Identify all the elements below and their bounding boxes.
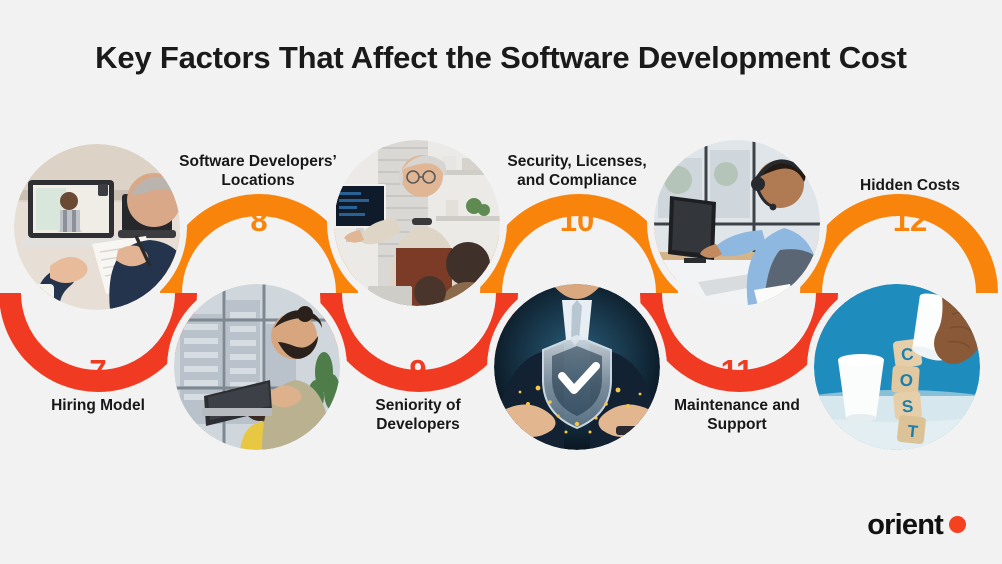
step-number-12: 12 bbox=[892, 203, 928, 238]
step-label-hidden-costs: Hidden Costs bbox=[860, 177, 960, 194]
photo-security-shield bbox=[494, 284, 660, 450]
page-title: Key Factors That Affect the Software Dev… bbox=[95, 40, 907, 75]
photo-cost-blocks: C O S T bbox=[814, 284, 980, 450]
cost-letter-o: O bbox=[899, 371, 914, 391]
cost-letter-s: S bbox=[901, 397, 914, 417]
step-photo-security bbox=[494, 284, 660, 450]
step-number-11: 11 bbox=[720, 353, 754, 388]
step-label-seniority: Seniority of Developers bbox=[375, 397, 461, 434]
photo-video-interview bbox=[14, 144, 180, 310]
logo-text: orient bbox=[867, 509, 944, 541]
step-label-security: Security, Licenses, and Compliance bbox=[507, 153, 647, 190]
brand-logo[interactable]: orient bbox=[867, 511, 966, 540]
step-photo-seniority bbox=[334, 140, 500, 306]
step-number-7: 7 bbox=[89, 353, 107, 388]
photo-senior-presenting bbox=[334, 140, 500, 306]
step-label-developers-locations: Software Developers’ Locations bbox=[179, 153, 337, 190]
step-photo-hidden-costs: C O S T bbox=[814, 284, 980, 450]
step-number-10: 10 bbox=[559, 203, 595, 238]
step-label-maintenance: Maintenance and Support bbox=[674, 397, 800, 434]
photo-support-agent bbox=[654, 140, 820, 306]
cost-letter-c: C bbox=[900, 344, 915, 364]
cost-letter-t: T bbox=[906, 422, 919, 442]
step-label-hiring-model: Hiring Model bbox=[51, 397, 145, 414]
step-photo-hiring-model bbox=[14, 144, 180, 310]
step-photo-developer-locations bbox=[174, 284, 340, 450]
step-number-8: 8 bbox=[250, 203, 268, 238]
photo-developer-with-laptop bbox=[174, 284, 340, 450]
step-number-9: 9 bbox=[409, 353, 427, 388]
step-photo-maintenance bbox=[654, 140, 820, 306]
logo-dot-icon bbox=[949, 515, 966, 533]
